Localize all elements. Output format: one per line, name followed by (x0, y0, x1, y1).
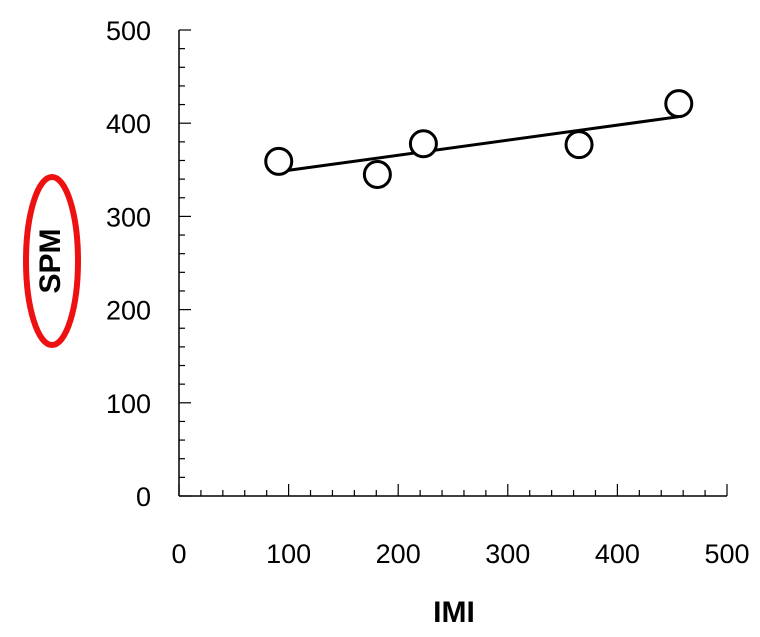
x-tick-label: 0 (171, 539, 186, 569)
y-tick-label: 0 (136, 482, 151, 512)
y-tick-label: 400 (106, 109, 151, 139)
x-tick-label: 500 (704, 539, 749, 569)
trend-line (278, 115, 679, 174)
x-tick-label: 200 (376, 539, 421, 569)
data-point (264, 146, 294, 176)
y-tick-label: 300 (106, 202, 151, 232)
axes (178, 30, 727, 497)
x-tick-label: 400 (595, 539, 640, 569)
data-point (564, 130, 594, 160)
tick-labels: 0 100 200 300 400 500 0 100 200 300 400 500 (106, 16, 750, 569)
ticks (178, 29, 728, 497)
data-point (362, 159, 392, 189)
y-axis-title: SPM (34, 228, 67, 293)
x-tick-label: 300 (485, 539, 530, 569)
data-point (664, 89, 694, 119)
y-tick-label: 500 (106, 16, 151, 46)
x-tick-label: 100 (266, 539, 311, 569)
x-axis-title: IMI (433, 596, 475, 629)
y-tick-label: 200 (106, 296, 151, 326)
ylabel-highlight-ellipse (23, 174, 81, 348)
data-points (264, 89, 694, 189)
data-point (408, 129, 438, 159)
y-tick-label: 100 (106, 389, 151, 419)
